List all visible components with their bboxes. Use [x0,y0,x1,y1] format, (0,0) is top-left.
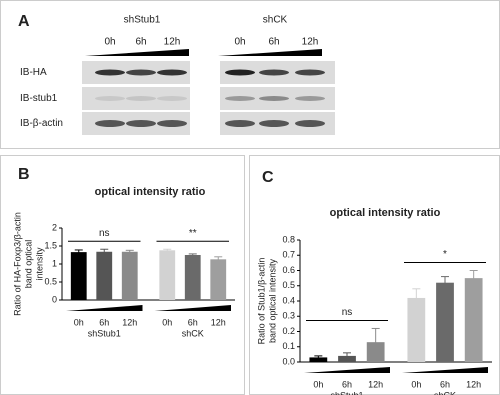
band [126,120,156,127]
bar [70,252,87,300]
group-label: shCK [182,328,204,338]
group-label: shCK [434,390,456,395]
x-tick-label: 6h [440,379,450,389]
x-tick-label: 0h [411,379,421,389]
band [259,96,289,101]
significance-label: ** [189,228,197,239]
wedge [66,305,143,311]
y-tick-label: 0.8 [282,234,295,244]
chart-title: optical intensity ratio [330,207,441,219]
band [295,96,325,101]
wedge [85,49,189,56]
y-tick-label: 1.5 [44,240,57,250]
y-tick-label: 0.0 [282,356,295,366]
x-tick-label: 6h [188,317,198,327]
bar [210,259,227,300]
lane-label: 0h [234,37,245,48]
group-label: shStub1 [88,328,121,338]
band [259,120,289,127]
band [225,96,255,101]
x-tick-label: 0h [74,317,84,327]
lane-label: 12h [164,37,181,48]
x-tick-label: 6h [99,317,109,327]
y-axis-label: Ratio of HA-Foxp3/β-actin [12,212,22,316]
y-tick-label: 0.4 [282,295,295,305]
x-tick-label: 6h [342,379,352,389]
lane-label: 12h [302,37,319,48]
row-label: IB-β-actin [20,118,63,129]
x-tick-label: 12h [211,317,226,327]
x-tick-label: 0h [313,379,323,389]
wedge [304,367,390,373]
chart-title: optical intensity ratio [95,186,206,198]
y-tick-label: 0 [52,294,57,304]
y-tick-label: 0.3 [282,311,295,321]
lane-label: 6h [268,37,279,48]
y-tick-label: 0.1 [282,341,295,351]
bar [464,278,483,362]
x-tick-label: 0h [162,317,172,327]
group-label: shStub1 [124,15,161,26]
x-tick-label: 12h [368,379,383,389]
band [157,69,187,76]
row-label: IB-stub1 [20,93,58,104]
panel-letter: A [18,13,30,30]
y-tick-label: 2 [52,222,57,232]
bar [159,250,176,300]
significance-label: ns [342,307,353,318]
y-axis-label: intensity [34,247,44,281]
band [225,120,255,127]
y-tick-label: 0.5 [44,276,57,286]
y-tick-label: 0.2 [282,326,295,336]
band [95,120,125,127]
y-tick-label: 0.5 [282,280,295,290]
bar [309,357,328,362]
y-tick-label: 1 [52,258,57,268]
significance-label: ns [99,228,110,239]
bar [407,297,426,362]
band [295,120,325,127]
band [295,69,325,76]
band [95,69,125,76]
significance-label: * [443,249,447,260]
band [157,96,187,101]
bar [121,251,138,300]
band [126,96,156,101]
panel-letter: C [262,169,274,186]
y-axis-label: band optical intensity [267,258,277,343]
y-tick-label: 0.6 [282,265,295,275]
row-label: IB-HA [20,67,47,78]
wedge [154,305,231,311]
panel-letter: B [18,166,30,183]
x-tick-label: 12h [122,317,137,327]
bar [436,282,454,362]
bar [96,251,113,300]
y-tick-label: 0.7 [282,250,295,260]
band [225,69,255,76]
lane-label: 0h [104,37,115,48]
band [259,69,289,76]
group-label: shStub1 [330,390,363,395]
y-axis-label: band optical [23,240,33,289]
group-label: shCK [263,15,288,26]
bar [184,255,201,300]
band [95,96,125,101]
wedge [402,367,488,373]
band [157,120,187,127]
wedge [218,49,322,56]
band [126,69,156,76]
y-axis-label: Ratio of Stub1/β-actin [256,258,266,345]
x-tick-label: 12h [466,379,481,389]
lane-label: 6h [135,37,146,48]
